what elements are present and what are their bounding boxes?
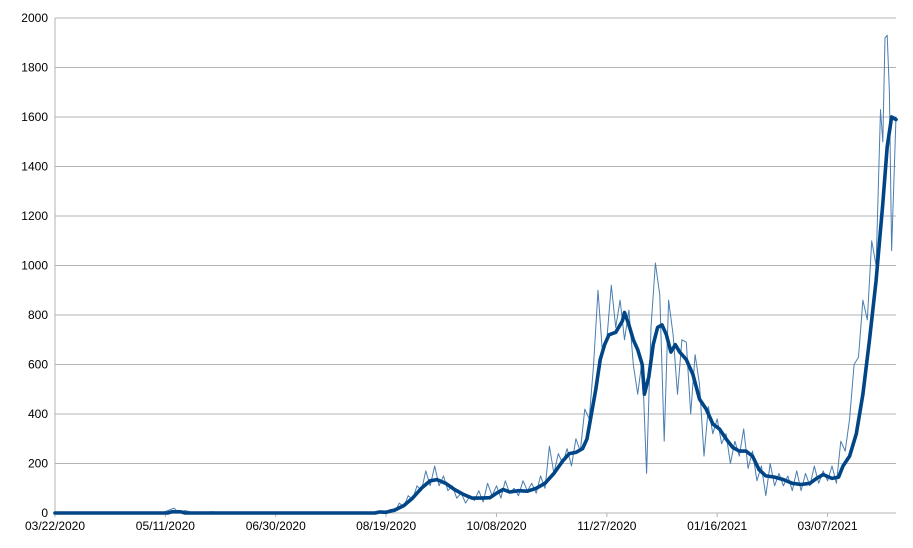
x-tick-label: 03/07/2021 <box>798 519 858 533</box>
x-tick-label: 10/08/2020 <box>466 519 526 533</box>
axes <box>54 18 896 517</box>
x-tick-label: 03/22/2020 <box>25 519 85 533</box>
y-tick-label: 2000 <box>21 11 48 25</box>
y-tick-label: 1000 <box>21 259 48 273</box>
gridlines <box>55 17 896 464</box>
x-tick-labels: 03/22/2020 05/11/2020 06/30/2020 08/19/2020… <box>25 519 858 533</box>
y-tick-label: 400 <box>28 407 48 421</box>
series-line-average <box>53 115 898 515</box>
x-tick-label: 06/30/2020 <box>246 519 306 533</box>
y-tick-label: 1800 <box>21 61 48 75</box>
x-tick-label: 11/27/2020 <box>577 519 636 533</box>
y-tick-label: 1200 <box>21 209 48 223</box>
x-tick-label: 08/19/2020 <box>356 519 416 533</box>
y-tick-label: 1400 <box>21 160 48 174</box>
y-tick-label: 1600 <box>21 110 48 124</box>
series-group <box>53 34 898 515</box>
y-tick-label: 200 <box>28 457 48 471</box>
y-tick-label: 0 <box>41 506 48 520</box>
y-tick-labels: 0 200 400 600 800 1000 1200 1400 1600 1800 2000 <box>21 11 48 520</box>
x-tick-label: 01/16/2021 <box>687 519 747 533</box>
x-tick-label: 05/11/2020 <box>136 519 195 533</box>
y-tick-label: 800 <box>28 308 48 322</box>
series-line-daily <box>54 34 897 514</box>
y-tick-label: 600 <box>28 358 48 372</box>
